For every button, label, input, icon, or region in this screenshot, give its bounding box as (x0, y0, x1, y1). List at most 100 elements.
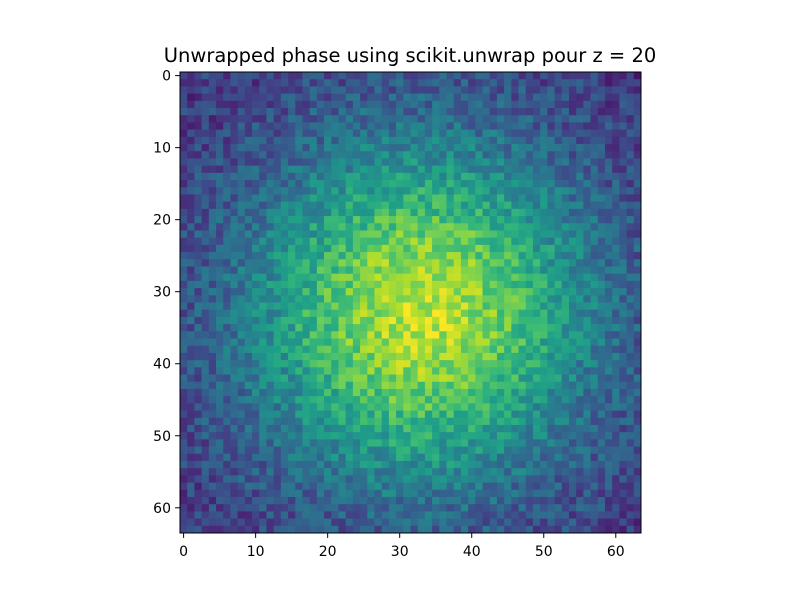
heatmap-cell (604, 511, 613, 519)
heatmap-cell (374, 158, 383, 167)
heatmap-cell (460, 417, 469, 426)
heatmap-cell (259, 511, 267, 519)
heatmap-cell (230, 79, 239, 87)
heatmap-cell (345, 129, 354, 138)
heatmap-cell (194, 129, 203, 138)
heatmap-cell (482, 475, 491, 483)
heatmap-cell (540, 352, 548, 361)
heatmap-cell (446, 511, 455, 519)
heatmap-cell (583, 396, 591, 404)
heatmap-cell (460, 216, 469, 224)
heatmap-cell (504, 432, 512, 440)
heatmap-cell (568, 446, 577, 455)
heatmap-cell (410, 180, 419, 188)
heatmap-cell (216, 158, 224, 167)
heatmap-cell (590, 511, 599, 519)
heatmap-cell (331, 288, 339, 296)
heatmap-cell (396, 129, 404, 138)
heatmap-cell (568, 360, 577, 368)
heatmap-cell (540, 468, 548, 476)
heatmap-cell (259, 122, 267, 131)
heatmap-cell (180, 136, 188, 145)
heatmap-cell (590, 259, 599, 267)
heatmap-cell (223, 338, 231, 347)
heatmap-cell (273, 309, 282, 318)
heatmap-cell (446, 252, 455, 260)
heatmap-cell (410, 252, 419, 260)
heatmap-cell (511, 367, 519, 375)
heatmap-cell (237, 129, 246, 138)
heatmap-cell (388, 230, 397, 239)
heatmap-cell (619, 180, 627, 188)
heatmap-cell (237, 511, 246, 519)
heatmap-cell (309, 388, 318, 397)
heatmap-cell (252, 129, 260, 138)
heatmap-cell (316, 172, 325, 181)
heatmap-cell (410, 108, 419, 116)
heatmap-cell (316, 345, 325, 354)
heatmap-cell (540, 180, 548, 188)
heatmap-cell (295, 158, 303, 167)
heatmap-cell (295, 273, 303, 282)
heatmap-cell (612, 223, 620, 231)
heatmap-cell (633, 511, 642, 519)
heatmap-cell (504, 136, 512, 145)
heatmap-cell (482, 288, 491, 296)
heatmap-cell (525, 424, 534, 433)
heatmap-cell (295, 93, 303, 102)
heatmap-cell (180, 180, 188, 188)
heatmap-cell (432, 316, 440, 325)
heatmap-cell (460, 460, 469, 469)
heatmap-cell (309, 396, 318, 404)
heatmap-cell (403, 496, 411, 505)
heatmap-cell (237, 172, 246, 181)
heatmap-cell (331, 273, 339, 282)
heatmap-cell (496, 93, 505, 102)
heatmap-cell (432, 396, 440, 404)
heatmap-cell (374, 352, 383, 361)
heatmap-cell (280, 129, 289, 138)
heatmap-cell (590, 136, 599, 145)
heatmap-cell (612, 144, 620, 152)
heatmap-cell (338, 403, 347, 411)
heatmap-cell (244, 136, 253, 145)
heatmap-cell (489, 93, 498, 102)
heatmap-cell (424, 115, 433, 123)
heatmap-cell (482, 72, 491, 80)
x-tick-label: 60 (607, 544, 625, 560)
heatmap-cell (576, 403, 584, 411)
heatmap-cell (540, 187, 548, 195)
heatmap-cell (367, 396, 375, 404)
heatmap-cell (374, 244, 383, 253)
heatmap-cell (504, 187, 512, 195)
heatmap-cell (597, 417, 606, 426)
heatmap-cell (331, 410, 339, 419)
heatmap-cell (432, 129, 440, 138)
heatmap-cell (504, 259, 512, 267)
heatmap-cell (187, 115, 195, 123)
heatmap-cell (417, 151, 426, 159)
heatmap-cell (403, 180, 411, 188)
heatmap-cell (633, 374, 642, 383)
heatmap-cell (266, 223, 275, 231)
heatmap-cell (424, 316, 433, 325)
heatmap-cell (612, 374, 620, 383)
heatmap-cell (295, 396, 303, 404)
heatmap-cell (590, 446, 599, 455)
heatmap-cell (208, 244, 217, 253)
heatmap-cell (381, 165, 390, 174)
heatmap-cell (568, 468, 577, 476)
heatmap-cell (453, 252, 462, 260)
heatmap-cell (252, 388, 260, 397)
heatmap-cell (324, 237, 332, 246)
heatmap-cell (194, 316, 203, 325)
heatmap-cell (388, 79, 397, 87)
heatmap-cell (482, 86, 491, 95)
heatmap-cell (230, 468, 239, 476)
heatmap-cell (439, 108, 447, 116)
heatmap-cell (316, 165, 325, 174)
heatmap-cell (381, 374, 390, 383)
heatmap-cell (554, 352, 563, 361)
heatmap-cell (396, 496, 404, 505)
heatmap-cell (201, 482, 210, 491)
